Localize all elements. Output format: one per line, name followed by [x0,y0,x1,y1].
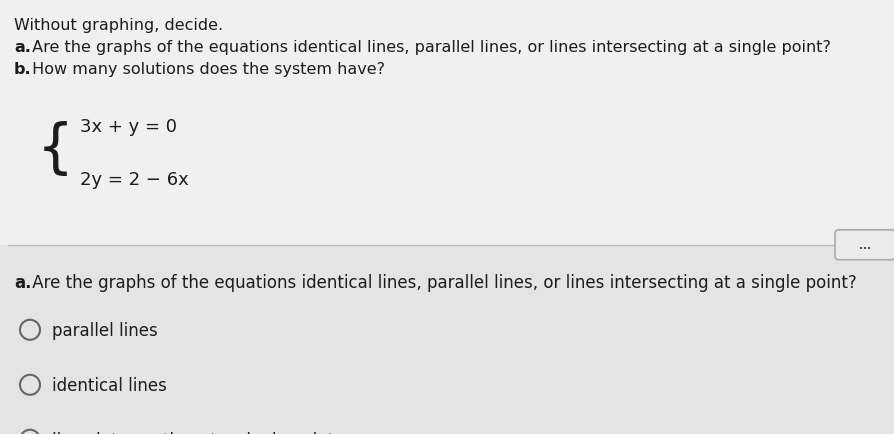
Text: ...: ... [858,240,870,250]
Text: a.: a. [14,40,30,55]
Text: How many solutions does the system have?: How many solutions does the system have? [27,62,384,77]
Text: {: { [37,121,73,178]
Text: Without graphing, decide.: Without graphing, decide. [14,18,223,33]
Text: parallel lines: parallel lines [52,321,157,339]
Text: Are the graphs of the equations identical lines, parallel lines, or lines inters: Are the graphs of the equations identica… [27,273,856,291]
Text: lines intersecting at a single point: lines intersecting at a single point [52,431,333,434]
Text: 3x + y = 0: 3x + y = 0 [80,118,177,136]
Text: identical lines: identical lines [52,376,166,394]
Text: 2y = 2 − 6x: 2y = 2 − 6x [80,171,189,188]
Bar [0,245,894,434]
Text: a.: a. [14,273,31,291]
Bar [0,0,894,245]
Text: Are the graphs of the equations identical lines, parallel lines, or lines inters: Are the graphs of the equations identica… [27,40,830,55]
FancyBboxPatch shape [834,230,894,260]
Text: b.: b. [14,62,31,77]
